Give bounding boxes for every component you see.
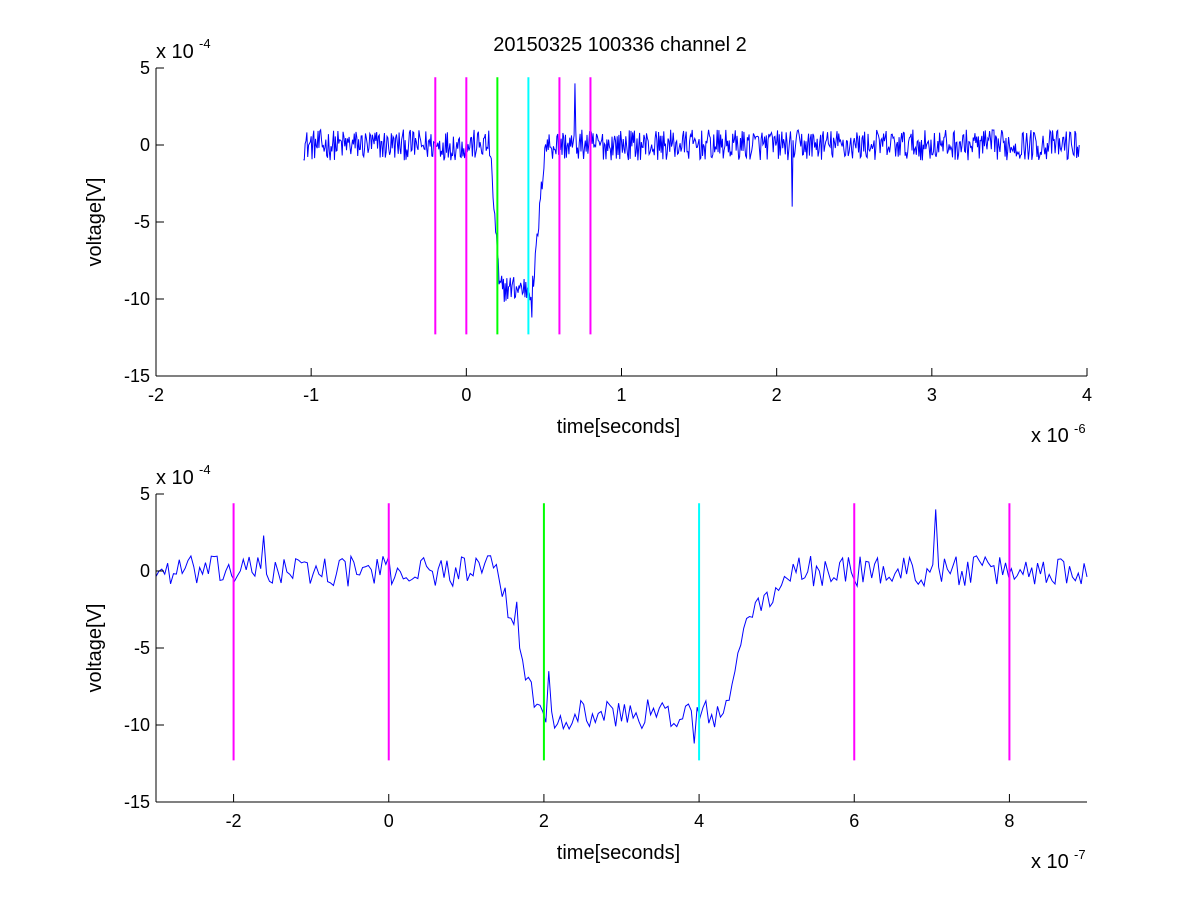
top-plot-y-exponent-power: -4 [199,36,211,51]
bottom-plot-y-tick-label: -15 [124,792,150,812]
bottom-plot-y-exponent: x 10 -4 [156,462,211,489]
top-plot-axes [155,68,1087,377]
figure-title: 20150325 100336 channel 2 [493,34,747,56]
bottom-plot-ticks: -2 0 2 4 6 8 -15 -10 -5 0 5 [124,484,1014,831]
top-plot-x-exponent: x 10 -6 [1031,421,1086,447]
bottom-plot-y-exponent-base: x 10 [156,467,194,489]
bottom-plot-ylabel: voltage[V] [84,604,106,693]
bottom-plot-y-tick-label: -10 [124,715,150,735]
bottom-plot-traces [155,509,1088,744]
top-plot-traces [303,83,1080,318]
top-plot-y-tick-label: -10 [124,289,150,309]
bottom-plot-x-tick-label: 2 [539,811,549,831]
top-plot-y-exponent-base: x 10 [156,41,194,63]
top-plot: -2 -1 0 1 2 3 4-15-10-505 time[seconds] voltag… [84,36,1092,447]
bottom-plot-y-tick-label: 5 [140,484,150,504]
bottom-plot-x-exponent: x 10 -7 [1031,847,1086,873]
top-plot-markers [434,77,592,335]
top-plot-x-tick-label: -1 [303,385,319,405]
top-plot-ylabel: voltage[V] [84,178,106,267]
bottom-plot-x-tick-label: 4 [694,811,704,831]
bottom-plot-x-tick-label: -2 [226,811,242,831]
bottom-plot-x-exponent-power: -7 [1074,847,1086,862]
top-plot-y-exponent: x 10 -4 [156,36,211,63]
top-plot-ticks: -2 -1 0 1 2 3 4-15-10-505 [124,58,1092,405]
bottom-plot-y-exponent-power: -4 [199,462,211,477]
bottom-plot-series-line [155,509,1088,744]
bottom-plot-x-exponent-base: x 10 [1031,851,1069,873]
top-plot-y-tick-label: -15 [124,366,150,386]
bottom-plot-x-tick-label: 8 [1004,811,1014,831]
bottom-plot-markers [232,503,1011,761]
top-plot-x-tick-label: 2 [772,385,782,405]
top-plot-x-exponent-base: x 10 [1031,425,1069,447]
top-plot-y-tick-label: -5 [134,212,150,232]
bottom-plot: -2 0 2 4 6 8 -15 -10 -5 0 5 time[seconds] voltage[… [84,462,1088,873]
bottom-plot-xlabel: time[seconds] [557,842,680,864]
top-plot-x-tick-label: -2 [148,385,164,405]
top-plot-series-line [303,83,1080,318]
bottom-plot-y-tick-label: 0 [140,561,150,581]
top-plot-x-tick-label: 3 [927,385,937,405]
top-plot-xlabel: time[seconds] [557,416,680,438]
top-plot-x-exponent-power: -6 [1074,421,1086,436]
bottom-plot-x-tick-label: 0 [384,811,394,831]
top-plot-x-tick-label: 0 [461,385,471,405]
bottom-plot-y-tick-label: -5 [134,638,150,658]
top-plot-y-tick-label: 0 [140,135,150,155]
bottom-plot-axes [155,494,1087,803]
bottom-plot-x-tick-label: 6 [849,811,859,831]
top-plot-x-tick-label: 1 [616,385,626,405]
top-plot-x-tick-label: 4 [1082,385,1092,405]
top-plot-y-tick-label: 5 [140,58,150,78]
